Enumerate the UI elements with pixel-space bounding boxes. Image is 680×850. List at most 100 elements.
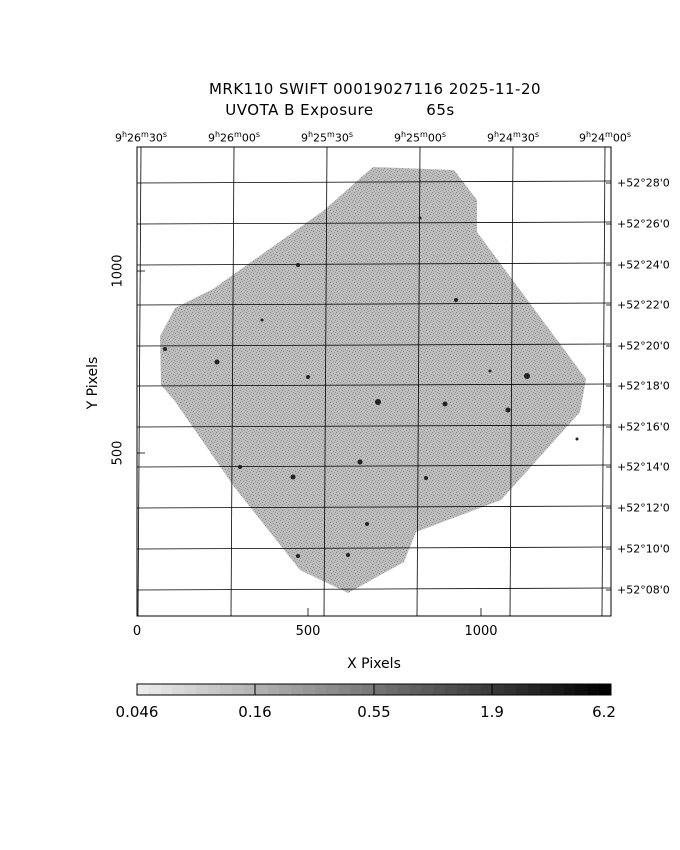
colorbar-swatch xyxy=(314,684,328,695)
source-marker xyxy=(524,373,530,379)
source-marker xyxy=(296,554,300,558)
colorbar-swatch xyxy=(231,684,245,695)
source-marker xyxy=(296,263,300,267)
plot-frame xyxy=(136,146,612,617)
colorbar-swatch xyxy=(563,684,576,695)
source-marker xyxy=(505,407,511,413)
source-marker xyxy=(260,318,264,322)
dec-grid-line xyxy=(136,302,612,306)
colorbar-swatch xyxy=(302,684,316,695)
source-marker xyxy=(306,375,310,379)
colorbar-swatch xyxy=(350,684,363,695)
plot-title: MRK110 SWIFT 00019027116 2025-11-20 xyxy=(208,80,542,98)
colorbar-swatch xyxy=(279,684,292,695)
dec-grid-line xyxy=(136,587,612,591)
ra-label: 9h26m00s xyxy=(207,130,261,145)
colorbar-swatch xyxy=(267,684,280,695)
dec-label: +52°26'0 xyxy=(617,217,670,231)
colorbar-swatch xyxy=(243,684,256,695)
source-marker xyxy=(346,553,350,557)
dec-label: +52°10'0 xyxy=(617,542,670,556)
dec-grid-line xyxy=(136,546,612,550)
exposure-footprint xyxy=(160,167,586,593)
colorbar-swatch xyxy=(587,684,600,695)
colorbar-swatch xyxy=(445,684,458,695)
source-marker xyxy=(365,522,369,526)
colorbar-swatch xyxy=(148,684,162,695)
colorbar xyxy=(137,684,612,695)
x-tick-label: 500 xyxy=(295,624,321,639)
colorbar-swatch xyxy=(326,684,339,695)
ra-label: 9h25m00s xyxy=(393,130,447,145)
dec-label: +52°18'0 xyxy=(617,379,670,393)
source-markers xyxy=(163,216,579,558)
colorbar-swatch xyxy=(184,684,197,695)
colorbar-swatch xyxy=(433,684,446,695)
dec-label: +52°08'0 xyxy=(617,583,670,597)
dec-grid-line xyxy=(136,262,612,266)
ra-label: 9h25m30s xyxy=(300,130,354,145)
dec-grid-line xyxy=(136,464,612,468)
colorbar-swatch xyxy=(528,684,541,695)
ra-grid-line xyxy=(137,146,142,617)
dec-grid-line xyxy=(136,343,612,347)
source-marker xyxy=(290,474,296,480)
colorbar-swatch xyxy=(172,684,185,695)
ra-grid-line xyxy=(509,146,514,617)
colorbar-swatch xyxy=(338,684,351,695)
ra-label: 9h24m30s xyxy=(486,130,540,145)
dec-label: +52°20'0 xyxy=(617,339,670,353)
coordinate-grid xyxy=(136,146,612,617)
colorbar-label: 0.046 xyxy=(115,703,159,721)
colorbar-label: 0.55 xyxy=(357,703,391,721)
source-marker xyxy=(357,459,363,465)
colorbar-swatch xyxy=(160,684,174,695)
source-marker xyxy=(163,347,167,351)
x-tick-label: 1000 xyxy=(464,624,498,639)
plot-subtitle: UVOTA B Exposure 65s xyxy=(225,101,455,119)
colorbar-swatch xyxy=(599,684,612,695)
ra-grid-line xyxy=(601,146,606,617)
dec-grid-line xyxy=(136,505,612,509)
colorbar-label: 6.2 xyxy=(592,703,616,721)
ra-grid-line xyxy=(416,146,421,617)
colorbar-swatch xyxy=(219,684,233,695)
colorbar-swatch xyxy=(208,684,221,695)
colorbar-swatch xyxy=(480,684,493,695)
dec-label: +52°24'0 xyxy=(617,258,670,272)
colorbar-swatch xyxy=(468,684,482,695)
colorbar-frame xyxy=(136,683,612,696)
colorbar-swatch xyxy=(551,684,565,695)
source-marker xyxy=(424,476,428,480)
source-marker xyxy=(575,437,579,441)
dec-label: +52°14'0 xyxy=(617,460,670,474)
dec-label: +52°16'0 xyxy=(617,420,670,434)
source-marker xyxy=(454,298,458,302)
dec-grid-line xyxy=(136,424,612,428)
source-marker xyxy=(214,359,220,365)
source-marker xyxy=(418,216,422,220)
colorbar-swatch xyxy=(504,684,517,695)
colorbar-swatch xyxy=(137,684,150,695)
colorbar-swatch xyxy=(575,684,588,695)
source-marker xyxy=(375,399,381,405)
x-tick-label: 0 xyxy=(132,624,142,639)
source-marker xyxy=(238,465,242,469)
colorbar-label: 1.9 xyxy=(480,703,504,721)
dec-label: +52°22'0 xyxy=(617,298,670,312)
colorbar-swatch xyxy=(516,684,529,695)
dec-grid-line xyxy=(136,221,612,225)
source-marker xyxy=(442,401,448,407)
colorbar-swatch xyxy=(374,684,387,695)
colorbar-swatch xyxy=(255,684,268,695)
colorbar-swatch xyxy=(456,684,470,695)
colorbar-swatch xyxy=(196,684,209,695)
x-axis-label: X Pixels xyxy=(347,656,401,672)
dec-grid-line xyxy=(136,180,612,184)
dec-label: +52°12'0 xyxy=(617,501,670,515)
source-marker xyxy=(488,369,492,373)
colorbar-swatch xyxy=(362,684,375,695)
colorbar-swatch xyxy=(492,684,505,695)
ra-label: 9h24m00s xyxy=(578,130,632,145)
